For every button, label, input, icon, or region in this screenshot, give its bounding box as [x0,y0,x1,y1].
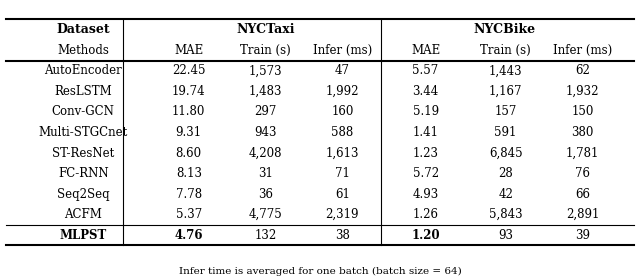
Text: Infer (ms): Infer (ms) [553,44,612,57]
Text: NYCTaxi: NYCTaxi [236,23,295,36]
Text: MAE: MAE [411,44,440,57]
Text: 3.44: 3.44 [412,85,439,98]
Text: 66: 66 [575,188,590,201]
Text: 4,775: 4,775 [249,208,282,221]
Text: 93: 93 [498,229,513,242]
Text: 4.93: 4.93 [412,188,439,201]
Text: 8.60: 8.60 [176,147,202,160]
Text: Dataset: Dataset [56,23,110,36]
Text: 31: 31 [258,167,273,180]
Text: 591: 591 [495,126,516,139]
Text: 36: 36 [258,188,273,201]
Text: 39: 39 [575,229,590,242]
Text: 160: 160 [332,105,353,118]
Text: Train (s): Train (s) [480,44,531,57]
Text: Methods: Methods [57,44,109,57]
Text: 1,613: 1,613 [326,147,359,160]
Text: MLPST: MLPST [60,229,107,242]
Text: 6,845: 6,845 [489,147,522,160]
Text: Conv-GCN: Conv-GCN [52,105,115,118]
Text: 588: 588 [332,126,353,139]
Text: 19.74: 19.74 [172,85,205,98]
Text: 4.76: 4.76 [175,229,203,242]
Text: 47: 47 [335,64,350,77]
Text: 1,483: 1,483 [249,85,282,98]
Text: FC-RNN: FC-RNN [58,167,109,180]
Text: 380: 380 [572,126,593,139]
Text: NYCBike: NYCBike [473,23,535,36]
Text: 22.45: 22.45 [172,64,205,77]
Text: 150: 150 [572,105,593,118]
Text: 943: 943 [254,126,277,139]
Text: 5,843: 5,843 [489,208,522,221]
Text: AutoEncoder: AutoEncoder [44,64,122,77]
Text: 62: 62 [575,64,590,77]
Text: 157: 157 [495,105,516,118]
Text: 132: 132 [255,229,276,242]
Text: 1,992: 1,992 [326,85,359,98]
Text: 5.57: 5.57 [412,64,439,77]
Text: 5.19: 5.19 [413,105,438,118]
Text: Infer time is averaged for one batch (batch size = 64): Infer time is averaged for one batch (ba… [179,267,461,275]
Text: 9.31: 9.31 [176,126,202,139]
Text: 8.13: 8.13 [176,167,202,180]
Text: 5.37: 5.37 [175,208,202,221]
Text: Infer (ms): Infer (ms) [313,44,372,57]
Text: 28: 28 [498,167,513,180]
Text: 61: 61 [335,188,350,201]
Text: ACFM: ACFM [64,208,102,221]
Text: 76: 76 [575,167,590,180]
Text: 38: 38 [335,229,350,242]
Text: Seq2Seq: Seq2Seq [57,188,109,201]
Text: 5.72: 5.72 [413,167,438,180]
Text: 1,781: 1,781 [566,147,599,160]
Text: 11.80: 11.80 [172,105,205,118]
Text: 1,932: 1,932 [566,85,599,98]
Text: 297: 297 [255,105,276,118]
Text: 1,443: 1,443 [489,64,522,77]
Text: 4,208: 4,208 [249,147,282,160]
Text: 2,319: 2,319 [326,208,359,221]
Text: 1.20: 1.20 [412,229,440,242]
Text: 42: 42 [498,188,513,201]
Text: 1.41: 1.41 [413,126,438,139]
Text: 2,891: 2,891 [566,208,599,221]
Text: 1,167: 1,167 [489,85,522,98]
Text: Train (s): Train (s) [240,44,291,57]
Text: ResLSTM: ResLSTM [54,85,112,98]
Text: 71: 71 [335,167,350,180]
Text: 1,573: 1,573 [249,64,282,77]
Text: 1.23: 1.23 [413,147,438,160]
Text: ST-ResNet: ST-ResNet [52,147,115,160]
Text: Multi-STGCnet: Multi-STGCnet [38,126,128,139]
Text: 7.78: 7.78 [176,188,202,201]
Text: MAE: MAE [174,44,204,57]
Text: 1.26: 1.26 [413,208,438,221]
